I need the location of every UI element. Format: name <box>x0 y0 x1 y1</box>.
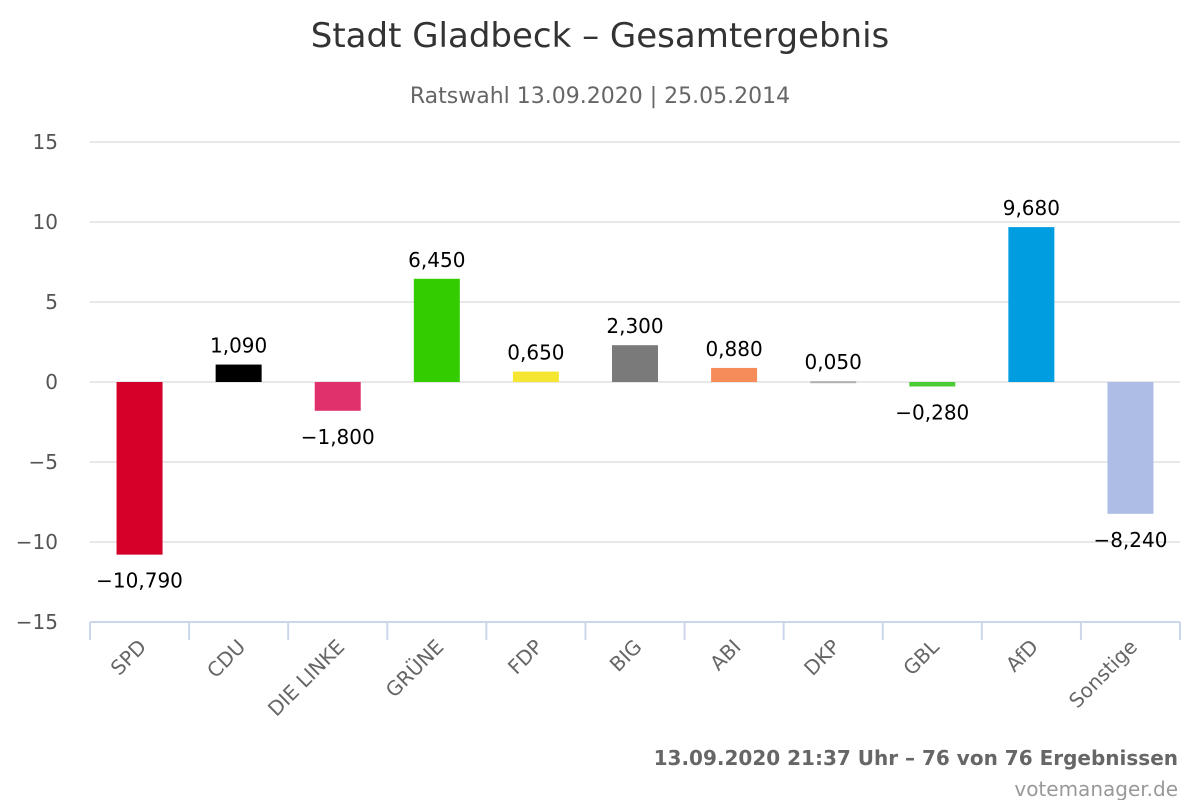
x-tick-label: SPD <box>106 635 151 680</box>
data-label: 0,650 <box>507 341 564 365</box>
y-tick-label: 10 <box>33 210 58 234</box>
x-axis: SPD CDU DIE LINKE GRÜNE FDP BIG ABI DKP GBL AfD So… <box>89 621 1181 721</box>
bar-afd <box>1008 227 1055 382</box>
x-tick-label: DIE LINKE <box>263 635 349 721</box>
grid-lines <box>90 141 1180 543</box>
bars <box>116 227 1154 555</box>
data-label: −0,280 <box>895 400 969 424</box>
y-tick-label: −15 <box>16 610 58 634</box>
bar-spd <box>116 382 163 555</box>
y-tick-label: 0 <box>45 370 58 394</box>
bar-die-linke <box>314 382 361 411</box>
x-tick-label: FDP <box>503 635 548 680</box>
chart-subtitle: Ratswahl 13.09.2020 | 25.05.2014 <box>410 84 790 109</box>
data-labels: −10,790 1,090 −1,800 6,450 0,650 2,300 0,880 0,… <box>96 196 1167 593</box>
chart-title: Stadt Gladbeck – Gesamtergebnis <box>311 16 890 56</box>
y-tick-label: 15 <box>33 130 58 154</box>
x-tick-label: AfD <box>1001 635 1043 677</box>
data-label: −8,240 <box>1093 528 1167 552</box>
bar-big <box>612 345 658 382</box>
bar-dkp <box>810 381 857 384</box>
data-label: 0,050 <box>805 350 862 374</box>
data-label: −1,800 <box>301 425 375 449</box>
x-tick-label: BIG <box>605 635 647 677</box>
bar-cdu <box>215 364 262 382</box>
x-tick-label: GRÜNE <box>381 635 449 703</box>
data-label: −10,790 <box>96 569 183 593</box>
x-tick-label: DKP <box>799 635 845 681</box>
y-tick-label: −10 <box>16 530 58 554</box>
footer-source[interactable]: votemanager.de <box>1014 777 1178 800</box>
bar-abi <box>711 367 758 382</box>
footer-timestamp: 13.09.2020 21:37 Uhr – 76 von 76 Ergebni… <box>654 746 1178 770</box>
data-label: 6,450 <box>408 248 465 272</box>
bar-sonstige <box>1107 382 1154 514</box>
y-tick-label: 5 <box>45 290 58 314</box>
data-label: 1,090 <box>210 334 267 358</box>
data-label: 9,680 <box>1003 196 1060 220</box>
x-tick-label: GBL <box>898 634 944 680</box>
data-label: 0,880 <box>705 337 762 361</box>
data-label: 2,300 <box>606 314 663 338</box>
bar-fdp <box>512 371 559 382</box>
bar-gbl <box>909 382 956 387</box>
y-axis-ticks: 15 10 5 0 −5 −10 −15 <box>16 130 58 634</box>
bar-grüne <box>413 278 460 382</box>
x-tick-label: CDU <box>202 635 250 683</box>
x-tick-label: ABI <box>705 635 746 676</box>
x-tick-label: Sonstige <box>1064 635 1142 713</box>
y-tick-label: −5 <box>29 450 58 474</box>
